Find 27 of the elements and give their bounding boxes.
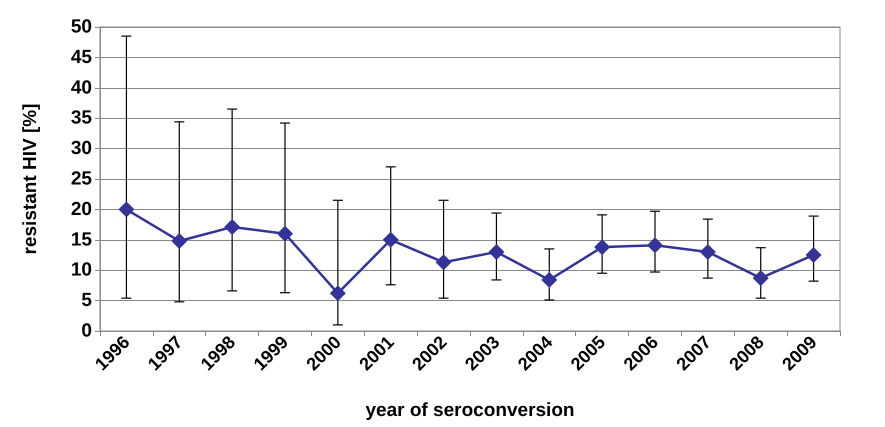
y-tick-label: 10 xyxy=(70,260,92,281)
point xyxy=(752,270,769,286)
y-tick-label: 25 xyxy=(70,168,92,190)
point xyxy=(171,233,188,250)
point xyxy=(488,244,504,260)
y-tick-label: 35 xyxy=(70,108,92,129)
point xyxy=(436,254,452,270)
point xyxy=(594,239,610,256)
y-tick-label: 15 xyxy=(70,229,92,250)
x-axis-title: year of seroconversion xyxy=(365,400,575,421)
y-tick-label: 20 xyxy=(70,198,92,220)
point xyxy=(647,237,663,254)
point xyxy=(277,226,293,242)
point xyxy=(541,272,558,288)
y-tick-label: 50 xyxy=(70,16,92,38)
y-tick-label: 30 xyxy=(70,138,92,160)
y-tick-label: 40 xyxy=(70,77,92,98)
point xyxy=(382,232,399,248)
y-tick-label: 0 xyxy=(81,320,92,342)
point xyxy=(118,201,134,218)
y-tick-label: 5 xyxy=(81,290,92,312)
point xyxy=(806,247,822,263)
y-axis-title: resistant HIV [%] xyxy=(20,104,41,254)
y-tick-label: 45 xyxy=(70,46,92,68)
point xyxy=(700,244,716,260)
point xyxy=(224,219,240,236)
point xyxy=(330,285,346,302)
